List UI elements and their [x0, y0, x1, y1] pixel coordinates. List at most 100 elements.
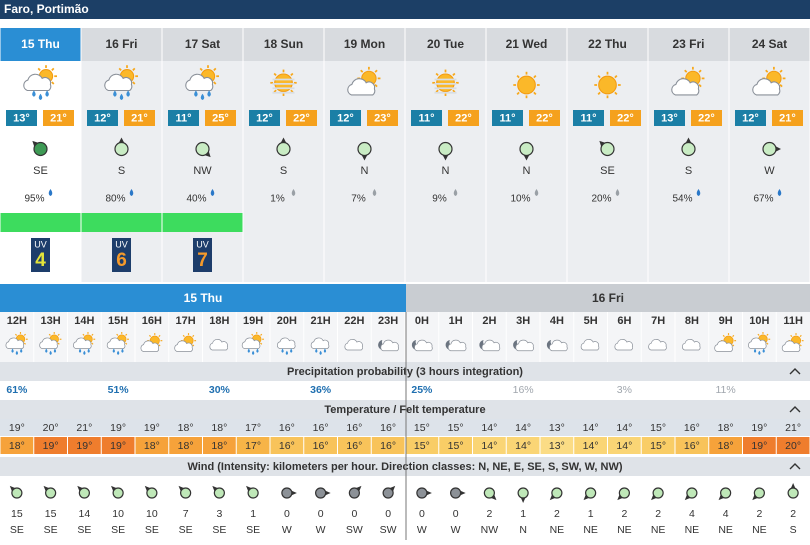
section-title[interactable]: Temperature / Felt temperature [324, 404, 485, 416]
wind-circle [213, 487, 225, 499]
day-tab-label[interactable]: 18 Sun [264, 37, 303, 51]
max-temp-box [772, 110, 803, 126]
hour-temp: 16° [380, 422, 396, 434]
wind-circle [348, 487, 360, 499]
wind-icon [144, 485, 158, 499]
day-tab-label[interactable]: 16 Fri [105, 37, 137, 51]
hour-wind-direction: SE [44, 524, 58, 536]
hour-felt-temp: 19° [751, 440, 767, 452]
section-header[interactable] [0, 457, 810, 476]
collapse-chevron[interactable] [789, 368, 801, 375]
wind-icon [43, 485, 57, 499]
hour-wind-direction: NE [752, 524, 767, 536]
day-tab-label[interactable]: 23 Fri [672, 37, 704, 51]
uv-index: 4 [35, 250, 46, 271]
precip-probability: 67% [753, 194, 773, 205]
min-temp-box [735, 110, 766, 126]
weather-icon [106, 332, 129, 355]
day-tab-label[interactable]: 21 Wed [506, 37, 548, 51]
hour-felt-temp: 15° [414, 440, 430, 452]
felt-cell [743, 437, 776, 454]
hour-temp: 15° [650, 422, 666, 434]
day-tab-label[interactable]: 20 Tue [427, 37, 464, 51]
weather-icon [479, 339, 501, 352]
sun-ray [260, 333, 263, 336]
section-title[interactable]: Wind (Intensity: kilometers per hour. Di… [187, 461, 622, 473]
day-tab[interactable] [162, 28, 243, 61]
day-tab[interactable] [0, 28, 81, 61]
hour-temp: 14° [481, 422, 497, 434]
sun-ray [290, 72, 294, 77]
max-temp: 22° [617, 112, 634, 124]
wind-icon [9, 485, 23, 499]
collapse-chevron[interactable] [789, 406, 801, 413]
hourly-day-label[interactable]: 16 Fri [592, 291, 624, 305]
hour-felt-temp: 14° [616, 440, 632, 452]
hour-felt-temp: 16° [380, 440, 396, 452]
hour-wind-direction: NE [685, 524, 700, 536]
cloud [580, 339, 600, 351]
day-tab-label[interactable]: 24 Sat [752, 37, 787, 51]
day-tab-label[interactable]: 19 Mon [344, 37, 385, 51]
hour-temp: 18° [178, 422, 194, 434]
raindrop [762, 348, 765, 353]
hourly-day-label[interactable]: 15 Thu [184, 291, 223, 305]
wind-icon [762, 141, 781, 157]
cloud [614, 339, 633, 351]
cloud [310, 337, 330, 349]
hour-precip: 11% [716, 384, 736, 396]
precip-probability: 1% [270, 194, 285, 205]
sun-ray [765, 69, 769, 73]
cloud [106, 337, 126, 349]
min-temp-box [6, 110, 37, 126]
wind-circle [195, 141, 210, 157]
max-temp-box [205, 110, 236, 126]
precip-probability: 54% [672, 194, 692, 205]
wind-circle [483, 487, 495, 499]
day-tab[interactable] [243, 28, 324, 61]
wind-circle [382, 487, 394, 499]
weather-icon [513, 339, 534, 352]
raindrop [45, 348, 48, 353]
hourly-day-tab[interactable] [0, 284, 406, 312]
cloud [185, 73, 214, 92]
weather-icon [241, 332, 264, 355]
hour-wind-speed: 10 [146, 508, 158, 520]
sun-ray [57, 342, 60, 345]
day-tab[interactable] [648, 28, 729, 61]
wind-circle [618, 487, 630, 499]
cloud [447, 339, 467, 352]
cloud [414, 339, 433, 352]
day-tab[interactable] [729, 28, 810, 61]
section-header[interactable] [0, 400, 810, 419]
day-tab[interactable] [324, 28, 405, 61]
hour-wind-speed: 2 [790, 508, 796, 520]
drop-icon [291, 189, 296, 196]
day-tab[interactable] [567, 28, 648, 61]
day-tab[interactable] [405, 28, 486, 61]
sun-ray [374, 84, 378, 88]
section-title[interactable]: Precipitation probability (3 hours integ… [287, 366, 523, 378]
day-tab-label[interactable]: 22 Thu [588, 37, 627, 51]
hour-temp: 15° [414, 422, 430, 434]
section-header[interactable] [0, 362, 810, 381]
collapse-chevron[interactable] [789, 463, 801, 470]
felt-cell [101, 437, 135, 454]
raindrop [15, 350, 19, 355]
hour-wind-direction: W [282, 524, 292, 536]
hourly-day-tab[interactable] [406, 284, 810, 312]
raindrop [200, 93, 205, 101]
day-tab-label[interactable]: 17 Sat [185, 37, 220, 51]
weather-icon [347, 66, 381, 96]
hour-wind-direction: NW [481, 524, 499, 536]
hour-wind-direction: N [519, 524, 527, 536]
max-temp-box [43, 110, 74, 126]
wind-circle [450, 487, 462, 499]
day-tab[interactable] [486, 28, 567, 61]
day-tab-label[interactable]: 15 Thu [21, 37, 60, 51]
hour-wind-speed: 10 [112, 508, 124, 520]
sun [517, 75, 536, 95]
day-tab[interactable] [81, 28, 162, 61]
cloud [140, 340, 159, 352]
sun-ray [14, 333, 18, 336]
